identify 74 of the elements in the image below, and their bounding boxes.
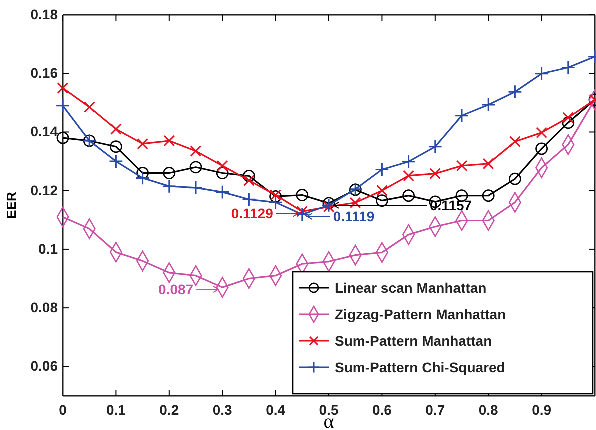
legend-label: Zigzag-Pattern Manhattan [335,306,506,322]
point [482,190,495,202]
point [109,154,124,169]
point [243,170,256,182]
y-tick-label: 0.06 [30,358,58,374]
annotation: 0.1119 [333,208,375,225]
legend-label: Sum-Pattern Chi-Squared [335,360,506,376]
annotation: 0.1129 [231,206,274,222]
point [536,142,548,156]
point [110,140,122,154]
point [402,154,416,170]
point [136,167,149,180]
point [509,172,522,186]
point [430,168,442,180]
point [534,66,549,82]
point [57,82,69,94]
annotation: 0.087 [158,282,194,298]
x-tick-label: 0.9 [532,402,552,418]
y-tick-label: 0.14 [30,124,58,140]
point [215,185,230,200]
point [188,180,204,196]
point [190,161,202,174]
x-tick-label: 0.6 [372,402,392,418]
point [508,84,522,100]
point [402,190,415,202]
point [456,160,468,172]
point [482,158,494,170]
point [376,185,388,197]
point [296,206,308,218]
point [536,127,548,139]
point [190,146,202,157]
legend-label: Linear scan Manhattan [335,280,487,296]
point [56,98,70,114]
point [376,194,388,207]
point [56,132,70,144]
y-tick-label: 0.16 [30,65,58,82]
y-tick-label: 0.1 [38,240,58,257]
point [84,102,96,114]
point [162,179,177,194]
point [428,140,443,154]
point [562,116,575,130]
point [295,207,310,222]
point [323,201,335,213]
point [268,195,283,210]
point [350,197,362,209]
y-tick-label: 0.18 [30,6,58,22]
point [164,135,176,147]
point [244,174,255,186]
x-tick-label: 0.7 [426,402,446,418]
point [242,192,256,207]
point [562,112,574,124]
point [296,189,309,202]
legend-label: Sum-Pattern Manhattan [335,333,492,349]
point [510,136,521,148]
point [216,167,229,180]
point [561,60,576,75]
point [137,138,148,150]
x-tick-label: 0.1 [106,402,126,418]
y-axis-title: EER [4,192,19,219]
point [481,98,496,112]
point [216,160,228,172]
x-tick-label: 0.2 [160,402,180,418]
point [136,171,150,186]
point [454,108,470,124]
x-tick-label: 0.4 [266,402,286,418]
point [375,162,390,177]
point [163,167,176,180]
x-tick-label: 0.8 [478,402,499,418]
y-tick-label: 0.12 [30,182,58,198]
point [403,170,414,182]
y-tick-label: 0.08 [30,300,58,316]
point [110,124,122,135]
x-tick-label: 0 [59,402,68,418]
x-tick-label: 0.3 [212,402,233,418]
